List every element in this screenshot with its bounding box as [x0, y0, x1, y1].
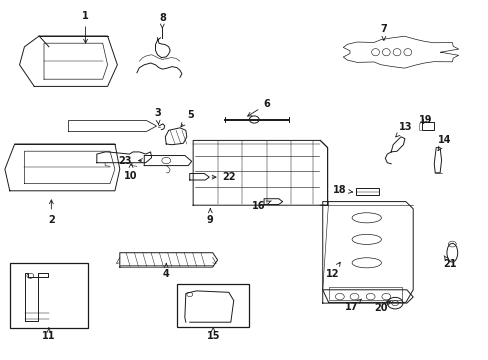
Ellipse shape	[351, 213, 381, 223]
Text: 22: 22	[212, 172, 236, 182]
Text: 11: 11	[42, 328, 56, 341]
Bar	[177, 284, 249, 327]
Text: 15: 15	[206, 328, 220, 341]
Text: 23: 23	[118, 156, 142, 166]
Text: 6: 6	[247, 99, 269, 116]
Text: 8: 8	[159, 13, 165, 28]
Text: 14: 14	[437, 135, 451, 150]
Text: 9: 9	[206, 209, 213, 225]
Text: 18: 18	[332, 185, 352, 195]
Ellipse shape	[403, 49, 411, 56]
Text: 12: 12	[325, 262, 340, 279]
Text: 10: 10	[124, 164, 138, 181]
Text: 21: 21	[442, 256, 456, 269]
Text: 7: 7	[380, 24, 386, 40]
Text: 17: 17	[345, 299, 361, 312]
Ellipse shape	[382, 49, 389, 56]
Text: 5: 5	[181, 110, 194, 127]
Text: 19: 19	[418, 114, 431, 125]
Text: 4: 4	[163, 264, 169, 279]
Text: 3: 3	[154, 108, 161, 124]
Ellipse shape	[351, 258, 381, 268]
Bar	[421, 122, 433, 130]
Ellipse shape	[351, 234, 381, 244]
Bar	[355, 188, 379, 195]
Ellipse shape	[371, 49, 379, 56]
Text: 16: 16	[252, 201, 271, 211]
Ellipse shape	[392, 49, 400, 56]
Bar	[328, 287, 401, 300]
Bar	[10, 263, 88, 328]
Text: 1: 1	[82, 11, 89, 43]
Text: 20: 20	[374, 301, 390, 313]
Text: 13: 13	[395, 122, 412, 137]
Ellipse shape	[446, 243, 457, 262]
Text: 2: 2	[48, 200, 55, 225]
